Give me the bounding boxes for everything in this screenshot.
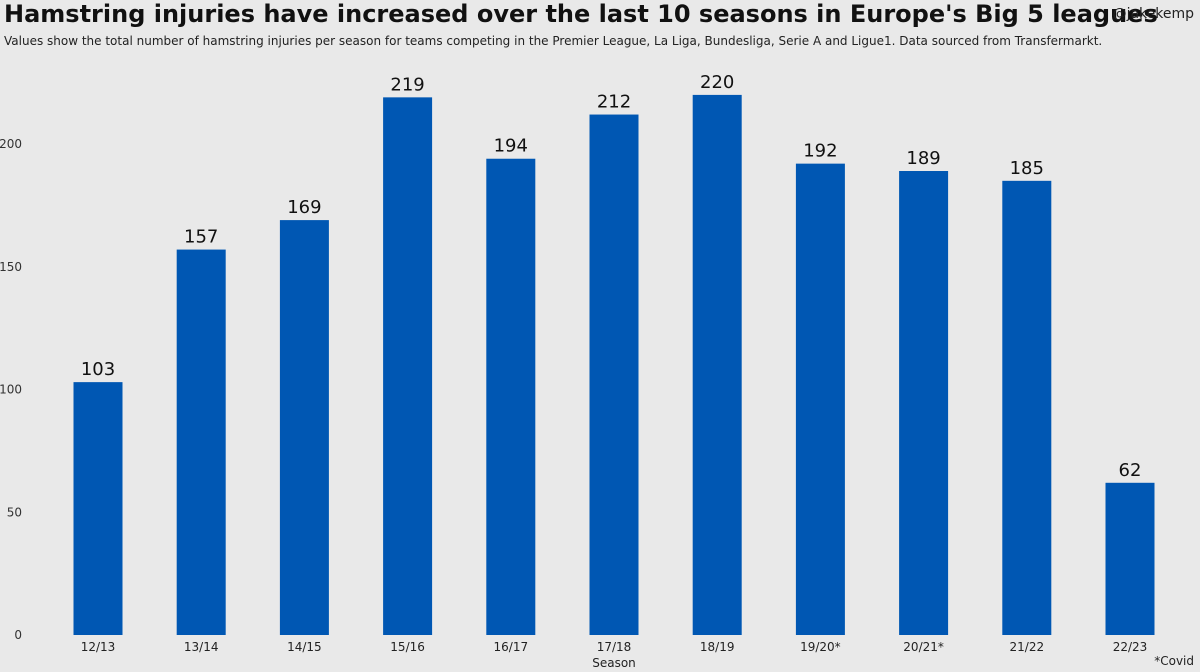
y-tick-label: 0	[14, 628, 22, 642]
chart-title: Hamstring injuries have increased over t…	[4, 0, 1158, 28]
y-tick-label: 100	[0, 383, 22, 397]
bar	[1105, 482, 1155, 635]
data-label: 220	[700, 72, 734, 93]
data-label: 185	[1010, 158, 1044, 179]
data-label: 62	[1119, 460, 1142, 481]
x-tick-label: 13/14	[184, 640, 219, 654]
data-label: 103	[81, 359, 115, 380]
y-axis: 0 50 100 150 200	[0, 137, 22, 642]
data-label: 194	[494, 136, 528, 157]
x-axis: 12/13 13/14 14/15 15/16 16/17 17/18 18/19 19/20…	[81, 640, 1148, 654]
bar	[383, 97, 433, 636]
data-label: 169	[287, 197, 321, 218]
x-tick-label: 20/21*	[903, 640, 944, 654]
x-tick-label: 18/19	[700, 640, 735, 654]
x-tick-label: 22/23	[1113, 640, 1148, 654]
x-tick-label: 17/18	[597, 640, 632, 654]
x-tick-label: 14/15	[287, 640, 322, 654]
author-handle: @jakekemp	[1112, 6, 1194, 22]
y-tick-label: 50	[7, 505, 22, 519]
bar	[692, 94, 742, 635]
data-label: 157	[184, 227, 218, 248]
y-tick-label: 200	[0, 137, 22, 151]
x-tick-label: 12/13	[81, 640, 116, 654]
data-label: 212	[597, 92, 631, 113]
bar	[279, 220, 329, 636]
x-tick-label: 19/20*	[800, 640, 841, 654]
data-label: 189	[906, 148, 940, 169]
x-tick-label: 16/17	[494, 640, 529, 654]
covid-footnote: *Covid	[1154, 654, 1194, 668]
data-label: 192	[803, 141, 837, 162]
bar	[486, 158, 536, 636]
x-tick-label: 21/22	[1010, 640, 1045, 654]
bar	[795, 163, 845, 635]
bar	[899, 171, 949, 635]
x-axis-label: Season	[592, 656, 636, 670]
chart-subtitle: Values show the total number of hamstrin…	[4, 34, 1103, 48]
x-tick-label: 15/16	[390, 640, 425, 654]
y-tick-label: 150	[0, 260, 22, 274]
data-label: 219	[390, 74, 424, 95]
bar	[73, 382, 123, 635]
bars: 103 157 169 219 194 212 220 192 189 185 62	[73, 72, 1155, 636]
bar	[1002, 180, 1052, 635]
bar	[176, 249, 226, 635]
bar	[589, 114, 639, 636]
